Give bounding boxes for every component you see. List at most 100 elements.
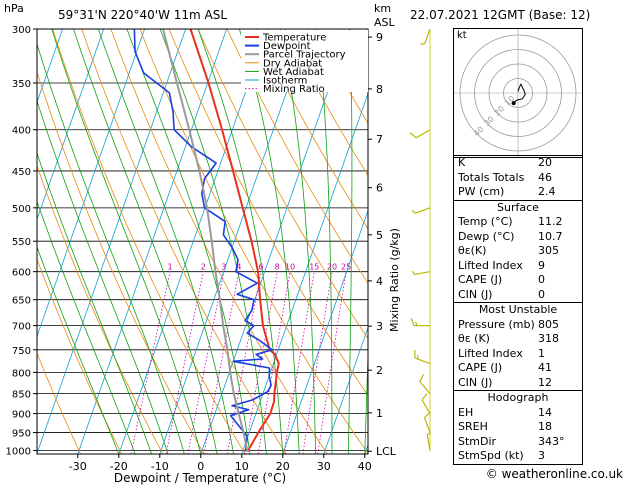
km-axis-label: km <box>374 2 391 15</box>
km-tick-label: 6 <box>376 182 383 195</box>
surface-value: 10.7 <box>538 229 563 243</box>
hodograph-ring-label: 20 <box>493 104 507 118</box>
wind-barb-shaft <box>415 129 431 139</box>
temp-tick-label: 10 <box>235 460 249 473</box>
hodograph-index-value: 3 <box>538 449 545 462</box>
wind-barb-shaft <box>421 399 431 414</box>
isotherm-line <box>37 29 145 338</box>
surface-value: 0 <box>538 273 545 286</box>
dry-adiabat-line <box>37 352 81 454</box>
dry-adiabat-line <box>168 29 368 397</box>
surface-label: Temp (°C) <box>458 215 513 228</box>
most-unstable-value: 41 <box>538 361 552 374</box>
pressure-tick-label: 650 <box>12 296 31 307</box>
km-tick-label: 1 <box>376 407 383 420</box>
wet-adiabat-line <box>347 29 353 454</box>
profile-dewpoint <box>133 29 273 452</box>
most-unstable-label: θε (K) <box>458 332 490 345</box>
most-unstable-section: Most Unstable Pressure (mb) 805 θε (K) 318 L… <box>454 302 582 390</box>
mixing-ratio-line <box>302 271 333 454</box>
pressure-tick-label: 300 <box>12 25 31 36</box>
isotherm-line <box>159 29 309 454</box>
legend-entry: Mixing Ratio <box>263 84 325 95</box>
hodograph-unit-label: kt <box>457 30 467 41</box>
wind-barb-flag <box>419 374 425 382</box>
hodograph-ring-label: 30 <box>482 114 496 128</box>
isotherm-line <box>200 29 350 454</box>
hodograph-index-row: EH 14 <box>454 406 582 421</box>
mixing-ratio-line <box>203 271 240 454</box>
surface-value: 305 <box>538 244 559 257</box>
dry-adiabat-line <box>37 164 164 454</box>
wet-adiabat-line <box>159 29 267 454</box>
temp-tick-label: 40 <box>358 460 372 473</box>
index-label: Totals Totals <box>458 170 525 184</box>
mixing-ratio-line <box>317 271 347 454</box>
temp-tick-label: 0 <box>197 460 204 473</box>
surface-section: Surface Temp (°C) 11.2 Dewp (°C) 10.7 θε(K) 3… <box>454 199 582 303</box>
km-tick-label: 4 <box>376 275 383 288</box>
wet-adiabat-line <box>364 344 368 454</box>
hodograph-index-value: 14 <box>538 405 552 419</box>
dry-adiabat-line <box>81 29 287 454</box>
temp-tick-label: -20 <box>110 460 128 473</box>
mixing-ratio-axis-title: Mixing Ratio (g/kg) <box>388 228 401 332</box>
legend-entry: Dewpoint <box>263 41 311 52</box>
km-tick-label: 9 <box>376 31 383 44</box>
mixing-ratio-line <box>257 271 291 454</box>
mixing-ratio-label: 4 <box>236 263 241 272</box>
station-location: 59°31'N 220°40'W 11m ASL <box>58 8 227 22</box>
most-unstable-label: CAPE (J) <box>458 361 503 374</box>
wet-adiabat-line <box>197 29 284 454</box>
surface-value: 11.2 <box>538 215 563 228</box>
most-unstable-row: CAPE (J) 41 <box>454 361 582 376</box>
surface-row: Dewp (°C) 10.7 <box>454 230 582 245</box>
copyright-footer: © weatheronline.co.uk <box>485 467 623 481</box>
surface-row: Temp (°C) 11.2 <box>454 215 582 230</box>
x-axis-title: Dewpoint / Temperature (°C) <box>114 471 286 485</box>
hodograph-index-row: StmDir 343° <box>454 435 582 450</box>
isotherm-line <box>282 209 368 454</box>
pressure-tick-label: 450 <box>12 167 31 178</box>
hodograph-section-title: Hodograph <box>487 391 549 404</box>
isotherm-line <box>323 326 368 454</box>
index-value: 46 <box>538 170 552 184</box>
axes: 1 2 3 4 6 8 10 15 20 2530035040045050055060065070… <box>6 25 397 473</box>
dry-adiabat-line <box>37 70 205 454</box>
pressure-tick-label: 750 <box>12 346 31 357</box>
hodograph-storm-marker <box>511 101 516 106</box>
mixing-ratio-label: 25 <box>341 263 351 272</box>
legend-entry: Parcel Trajectory <box>263 50 346 61</box>
pressure-tick-label: 500 <box>12 204 31 215</box>
legend-entry: Temperature <box>262 33 326 44</box>
pressure-axis-label: hPa <box>4 2 24 15</box>
legend-box <box>241 30 368 92</box>
surface-row: Lifted Index 9 <box>454 259 582 274</box>
pressure-tick-label: 550 <box>12 237 31 248</box>
sounding-datetime: 22.07.2021 12GMT (Base: 12) <box>410 8 590 22</box>
dry-adiabat-line <box>226 29 368 284</box>
pressure-tick-label: 800 <box>12 368 31 379</box>
legend-entry: Dry Adiabat <box>263 58 322 69</box>
km-tick-label: 7 <box>376 133 383 146</box>
profile-parcel-trajectory <box>162 29 249 452</box>
wind-barb-flag <box>409 132 417 139</box>
surface-section-title: Surface <box>497 200 539 214</box>
legend-entry: Isotherm <box>263 76 307 87</box>
wet-adiabat-line <box>73 29 218 454</box>
surface-row: θε(K) 305 <box>454 244 582 259</box>
wind-barb-shaft <box>414 271 431 276</box>
surface-row: CIN (J) 0 <box>454 288 582 303</box>
wet-adiabat-line <box>37 245 120 454</box>
wet-adiabat-line <box>37 151 152 454</box>
wet-adiabat-line <box>37 200 136 454</box>
index-value: 2.4 <box>538 185 556 198</box>
wet-adiabat-line <box>317 29 333 454</box>
wind-barb-flag <box>421 393 428 401</box>
wet-adiabat-line <box>37 42 185 454</box>
most-unstable-value: 12 <box>538 375 552 389</box>
km-tick-label: 2 <box>376 364 383 377</box>
temp-tick-label: 30 <box>317 460 331 473</box>
wet-adiabat-line <box>280 29 316 454</box>
pressure-tick-label: 400 <box>12 126 31 137</box>
